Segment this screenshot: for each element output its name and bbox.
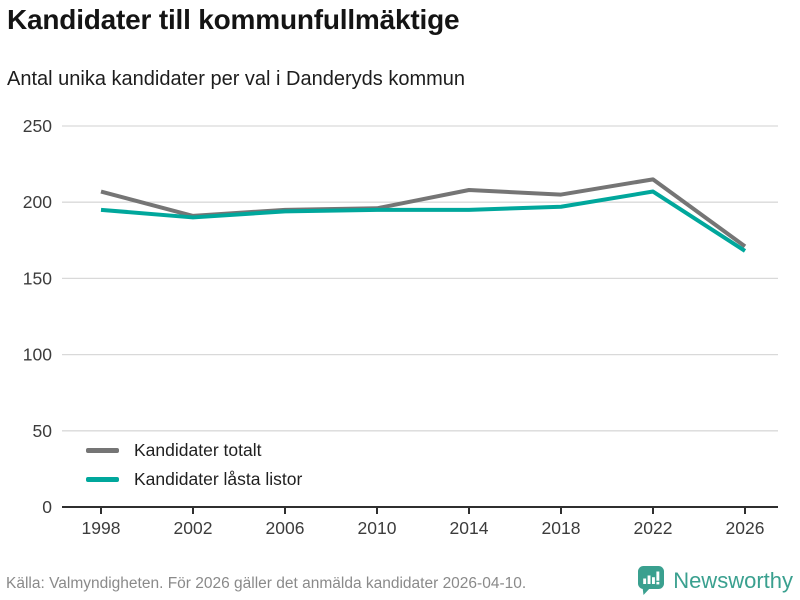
legend-swatch-total bbox=[86, 447, 119, 453]
chart-legend: Kandidater totalt Kandidater låsta listo… bbox=[86, 437, 302, 492]
x-tick-label: 2018 bbox=[542, 518, 581, 538]
x-tick-label: 2006 bbox=[266, 518, 305, 538]
legend-item-total: Kandidater totalt bbox=[86, 437, 302, 463]
x-tick-label: 2014 bbox=[450, 518, 489, 538]
x-tick-label: 2010 bbox=[358, 518, 397, 538]
legend-swatch-locked-lists bbox=[86, 476, 119, 482]
legend-label-total: Kandidater totalt bbox=[134, 439, 262, 460]
y-tick-label: 250 bbox=[23, 116, 52, 136]
x-tick-label: 1998 bbox=[82, 518, 121, 538]
y-tick-label: 200 bbox=[23, 192, 52, 212]
chart-title: Kandidater till kommunfullmäktige bbox=[7, 4, 460, 35]
x-tick-label: 2022 bbox=[634, 518, 673, 538]
y-tick-label: 50 bbox=[33, 421, 53, 441]
series-line-1 bbox=[100, 189, 747, 253]
legend-label-locked-lists: Kandidater låsta listor bbox=[134, 468, 303, 489]
x-tick-label: 2026 bbox=[726, 518, 765, 538]
newsworthy-wordmark: Newsworthy bbox=[673, 567, 793, 593]
legend-item-locked-lists: Kandidater låsta listor bbox=[86, 466, 302, 492]
y-tick-label: 150 bbox=[23, 268, 52, 288]
line-chart: 0 50 100 150 200 250 1998 2002 2006 2010 2014 2018 2… bbox=[23, 116, 778, 538]
y-tick-label: 100 bbox=[23, 345, 52, 365]
series-line-0 bbox=[100, 177, 747, 249]
chart-subtitle: Antal unika kandidater per val i Dandery… bbox=[7, 68, 466, 90]
x-tick-label: 2002 bbox=[174, 518, 213, 538]
newsworthy-bubble-chart-icon bbox=[638, 566, 665, 595]
y-tick-label: 0 bbox=[42, 497, 52, 517]
newsworthy-logo: Newsworthy bbox=[637, 565, 793, 596]
source-note: Källa: Valmyndigheten. För 2026 gäller d… bbox=[6, 575, 527, 592]
